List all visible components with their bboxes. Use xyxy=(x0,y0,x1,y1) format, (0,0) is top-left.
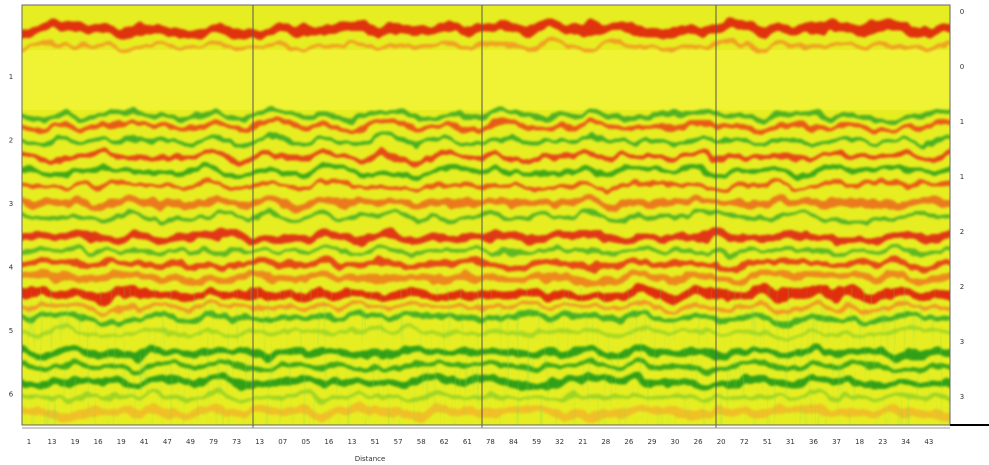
right-axis-label: 1 xyxy=(960,118,964,126)
bottom-axis-label: 58 xyxy=(417,438,426,446)
bottom-axis-label: 19 xyxy=(117,438,126,446)
bottom-axis-label: 43 xyxy=(924,438,933,446)
bottom-axis-label: 21 xyxy=(578,438,587,446)
right-axis-label: 2 xyxy=(960,228,964,236)
bottom-axis-label: 62 xyxy=(440,438,449,446)
bottom-axis-label: 61 xyxy=(463,438,472,446)
bottom-axis-label: 47 xyxy=(163,438,172,446)
bottom-axis-label: 23 xyxy=(878,438,887,446)
bottom-axis-label: 28 xyxy=(601,438,610,446)
left-axis-label: 3 xyxy=(9,200,13,208)
bottom-axis-label: 79 xyxy=(209,438,218,446)
bottom-axis-label: 18 xyxy=(855,438,864,446)
left-axis-label: 4 xyxy=(9,264,14,272)
radargram xyxy=(22,5,950,425)
bottom-axis-label: 19 xyxy=(71,438,80,446)
bottom-axis-label: 57 xyxy=(394,438,403,446)
bottom-axis-label: 51 xyxy=(763,438,772,446)
bottom-axis-label: 41 xyxy=(140,438,149,446)
right-axis-label: 1 xyxy=(960,173,964,181)
left-axis-label: 6 xyxy=(9,391,14,399)
bottom-axis-label: 05 xyxy=(301,438,310,446)
bottom-axis-label: 51 xyxy=(371,438,380,446)
bottom-axis-label: 34 xyxy=(901,438,910,446)
right-axis-label: 3 xyxy=(960,338,964,346)
frame xyxy=(21,4,951,426)
bottom-axis-label: 16 xyxy=(94,438,103,446)
panel-dividers xyxy=(252,5,717,428)
bottom-axis-label: 13 xyxy=(348,438,357,446)
bottom-axis-label: 13 xyxy=(48,438,57,446)
right-axis-label: 2 xyxy=(960,283,964,291)
right-axis-label: 0 xyxy=(960,8,964,16)
bottom-axis-label: 26 xyxy=(624,438,633,446)
bottom-axis-label: 13 xyxy=(255,438,264,446)
bottom-axis-label: 37 xyxy=(832,438,841,446)
bottom-axis-label: 07 xyxy=(278,438,287,446)
left-axis-label: 5 xyxy=(9,327,13,335)
left-axis-label: 1 xyxy=(9,73,13,81)
bottom-axis-label: 59 xyxy=(532,438,541,446)
bottom-axis-label: 36 xyxy=(809,438,818,446)
bottom-axis-label: 29 xyxy=(647,438,656,446)
bottom-axis-label: 72 xyxy=(740,438,749,446)
bottom-axis-label: 84 xyxy=(509,438,518,446)
x-axis-title: Distance xyxy=(355,455,386,463)
bottom-axis-label: 32 xyxy=(555,438,564,446)
bottom-axis-label: 16 xyxy=(324,438,333,446)
bottom-axis-label: 30 xyxy=(671,438,680,446)
bottom-axis-label: 31 xyxy=(786,438,795,446)
bottom-axis-label: 26 xyxy=(694,438,703,446)
bottom-axis-label: 1 xyxy=(27,438,31,446)
bottom-axis-label: 49 xyxy=(186,438,195,446)
left-axis-label: 2 xyxy=(9,137,13,145)
right-axis-label: 0 xyxy=(960,63,964,71)
bottom-axis-label: 73 xyxy=(232,438,241,446)
right-axis-label: 3 xyxy=(960,393,964,401)
bottom-axis-label: 78 xyxy=(486,438,495,446)
bottom-axis-label: 20 xyxy=(717,438,726,446)
